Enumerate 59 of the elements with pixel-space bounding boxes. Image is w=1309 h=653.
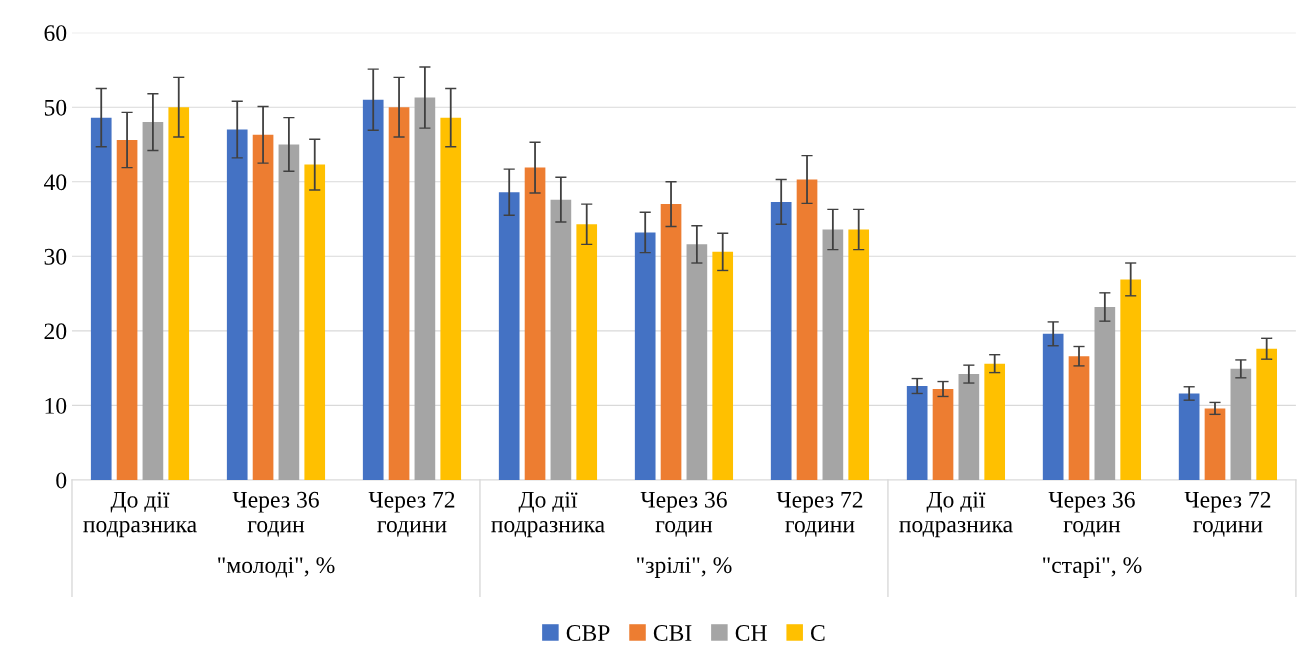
x-tick-label: До дії подразника [899, 491, 1013, 538]
y-tick-label: 50 [44, 99, 67, 116]
bar [362, 99, 384, 480]
bar [958, 374, 980, 480]
bar [634, 232, 656, 480]
bar [1120, 279, 1142, 480]
bar [712, 251, 734, 480]
bar [498, 192, 520, 480]
bar [524, 167, 546, 480]
text: "старі", % [1043, 557, 1142, 578]
y-tick-label: 30 [44, 248, 67, 265]
legend-label: СВІ [653, 625, 692, 641]
bar [168, 107, 190, 480]
legend-label: СН [735, 625, 767, 641]
x-tick-label: Через 36 годин [232, 491, 319, 537]
bar [252, 134, 274, 480]
bar [116, 140, 138, 480]
bar [90, 117, 112, 480]
x-tick-label: Через 36 годин [640, 491, 727, 537]
bar [414, 97, 436, 480]
y-tick-label: 60 [44, 25, 67, 42]
bar [1094, 307, 1116, 480]
text: "зрілі", % [637, 557, 732, 578]
y-tick-label: 10 [45, 397, 67, 414]
legend-label: СВР [566, 625, 610, 641]
text: "молоді", % [218, 557, 335, 578]
bar [848, 229, 870, 480]
bar [576, 224, 598, 480]
bar [1230, 368, 1252, 480]
bar [226, 129, 248, 480]
bar [660, 204, 682, 480]
bar [550, 199, 572, 480]
bar [304, 164, 326, 480]
bar [142, 122, 164, 480]
bar [932, 389, 954, 480]
bar [686, 244, 708, 480]
y-tick-label: 40 [43, 174, 67, 191]
bar [906, 386, 928, 480]
x-tick-label: До дії подразника [83, 491, 197, 538]
bar [1068, 356, 1090, 480]
bar [984, 363, 1006, 480]
y-tick-label: 0 [56, 472, 67, 489]
bar [822, 229, 844, 480]
bar [1204, 408, 1226, 480]
x-tick-label: Через 72 години [368, 491, 455, 537]
x-tick-label: До дії подразника [491, 491, 605, 538]
legend-label: С [811, 625, 825, 641]
bar [1256, 348, 1278, 480]
x-tick-label: Через 72 години [1184, 491, 1271, 537]
bar [1178, 393, 1200, 480]
bar [278, 144, 300, 480]
y-tick-label: 20 [44, 323, 67, 340]
x-tick-label: Через 36 годин [1048, 491, 1135, 537]
bar [388, 107, 410, 480]
bar [796, 179, 818, 480]
bar [1042, 333, 1064, 480]
bar [440, 117, 462, 480]
bar [770, 201, 792, 480]
x-tick-label: Через 72 години [776, 491, 863, 537]
